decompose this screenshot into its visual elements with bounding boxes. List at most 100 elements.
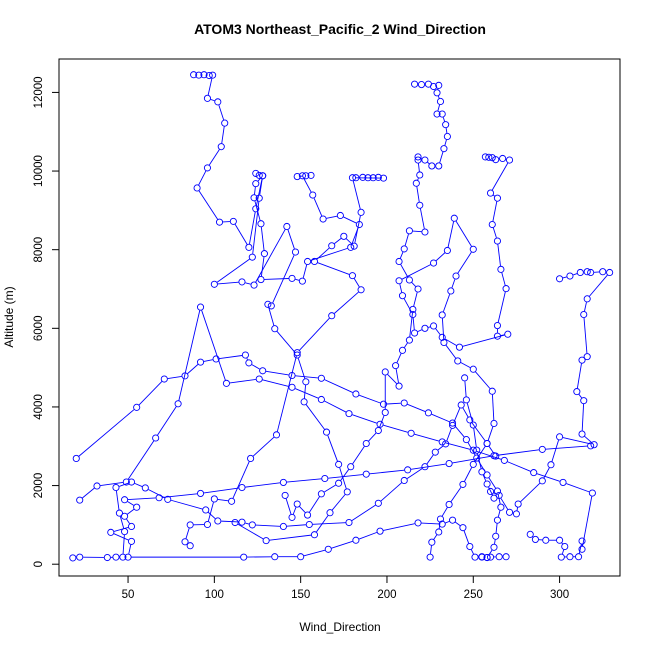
data-point <box>556 275 564 283</box>
series-line-segment <box>331 494 346 511</box>
data-point <box>190 71 198 79</box>
data-point <box>164 495 172 503</box>
series-line-segment <box>444 139 447 146</box>
data-point <box>447 287 455 295</box>
data-point <box>428 538 436 546</box>
data-point <box>538 445 546 453</box>
series-line-segment <box>221 520 239 523</box>
data-point <box>483 553 491 562</box>
series-line-segment <box>340 469 350 481</box>
series-line-segment <box>303 385 306 399</box>
y-tick-label: 12000 <box>33 76 45 108</box>
data-point <box>352 390 360 398</box>
series-line-segment <box>584 435 592 443</box>
data-point <box>369 174 377 182</box>
series-line-segment <box>299 317 330 351</box>
data-point <box>238 483 246 492</box>
data-point <box>279 478 287 486</box>
data-point <box>271 325 279 333</box>
data-point <box>499 154 507 163</box>
series-9 <box>107 442 595 562</box>
series-line-segment <box>417 329 423 333</box>
x-axis: 50 100 150 200 250 300 <box>122 575 569 601</box>
data-point <box>488 220 496 229</box>
data-point <box>469 460 477 468</box>
data-point <box>578 430 586 438</box>
series-line-segment <box>407 403 426 412</box>
series-10 <box>76 303 596 561</box>
series-line-segment <box>478 460 486 473</box>
data-point <box>376 527 384 535</box>
series-line-segment <box>500 498 509 510</box>
data-point <box>438 520 446 528</box>
data-point <box>362 470 370 478</box>
data-point <box>578 537 586 545</box>
series-line-segment <box>545 445 588 450</box>
series-line-segment <box>435 328 441 335</box>
series-line-segment <box>229 379 256 384</box>
data-point <box>359 173 367 181</box>
series-line-segment <box>492 201 498 222</box>
series-line-segment <box>426 454 434 465</box>
data-point <box>492 156 500 164</box>
series-line-segment <box>551 439 560 462</box>
data-point <box>264 300 272 308</box>
data-point <box>461 374 469 382</box>
series-line-segment <box>452 455 491 464</box>
data-point <box>449 419 457 427</box>
series-line-segment <box>411 282 417 287</box>
data-point <box>469 245 477 253</box>
data-point <box>514 500 522 508</box>
data-point <box>436 515 445 523</box>
data-point <box>69 554 77 562</box>
series-line-segment <box>457 251 472 274</box>
data-point <box>466 416 474 424</box>
data-point <box>530 469 538 477</box>
series-line-segment <box>358 531 378 540</box>
data-point <box>302 172 310 180</box>
x-tick-label: 150 <box>291 589 310 601</box>
data-point <box>431 448 439 456</box>
series-line-segment <box>399 283 403 293</box>
data-point <box>412 179 420 187</box>
series-line-segment <box>462 407 469 418</box>
series-line-segment <box>413 292 418 307</box>
data-point <box>405 227 413 235</box>
data-point <box>493 516 501 524</box>
data-point <box>238 278 246 286</box>
series-line-segment <box>430 545 432 554</box>
y-tick-label: 10000 <box>33 155 45 187</box>
data-point <box>405 336 413 344</box>
series-line-segment <box>416 186 420 202</box>
data-point <box>250 281 258 289</box>
data-point <box>473 446 481 454</box>
data-point <box>141 484 149 492</box>
series-line-segment <box>444 338 457 346</box>
series-line-segment <box>294 388 319 399</box>
data-point <box>195 71 203 79</box>
data-point <box>252 169 260 177</box>
data-point <box>364 174 372 182</box>
series-line-segment <box>218 104 225 120</box>
series-line-segment <box>115 490 120 510</box>
series-line-segment <box>82 487 95 499</box>
data-point <box>352 174 360 182</box>
series-line-segment <box>386 402 401 405</box>
series-line-segment <box>324 484 336 493</box>
series-line-segment <box>404 342 408 348</box>
data-point <box>374 426 382 435</box>
data-point <box>435 81 443 89</box>
data-point <box>348 174 356 182</box>
data-point <box>283 222 291 231</box>
series-line-segment <box>582 496 593 547</box>
data-point <box>124 553 132 561</box>
series-line-segment <box>234 224 248 245</box>
series-line-segment <box>303 549 326 557</box>
data-point <box>307 171 315 179</box>
y-tick-label: 0 <box>33 561 45 567</box>
series-line-segment <box>439 151 444 163</box>
data-point <box>488 387 496 395</box>
series-line-segment <box>339 467 347 489</box>
series-line-segment <box>536 473 560 482</box>
series-7 <box>69 401 500 562</box>
